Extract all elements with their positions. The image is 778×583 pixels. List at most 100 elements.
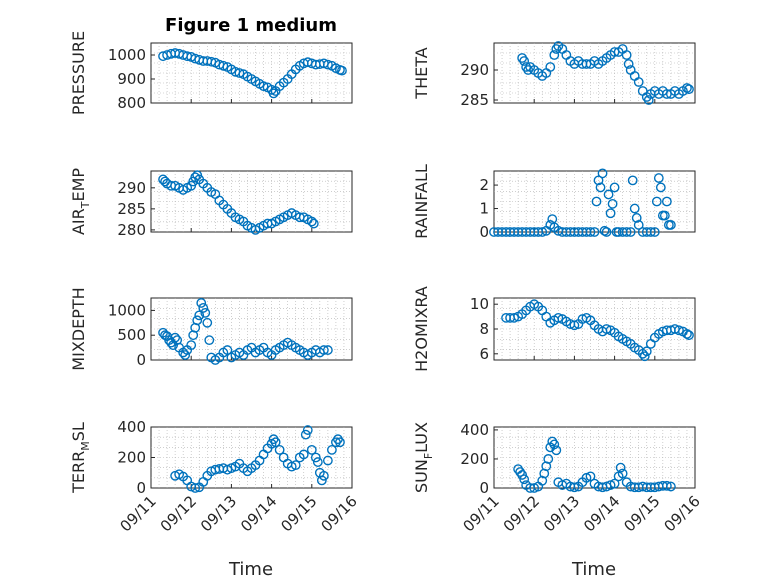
data-point: [234, 68, 245, 78]
data-point: [585, 471, 596, 482]
y-tick-label: 800: [117, 94, 146, 112]
data-point: [649, 227, 660, 237]
data-point: [322, 345, 333, 355]
subplot-3: 280 285 290 AIRTEMP: [69, 168, 353, 239]
data-point: [665, 481, 676, 492]
y-tick-label: 6: [479, 345, 489, 363]
data-point: [316, 475, 327, 486]
data-point: [625, 227, 636, 237]
series-markers: [158, 298, 333, 365]
y-tick-label: 0: [479, 479, 489, 497]
data-point: [684, 330, 694, 341]
data-point: [603, 189, 614, 200]
data-point: [661, 196, 672, 207]
data-point: [665, 220, 676, 230]
y-tick-label: 200: [460, 450, 489, 468]
data-point: [337, 65, 347, 76]
data-point: [595, 182, 606, 193]
y-tick-label: 0: [479, 223, 489, 241]
series-markers: [170, 425, 345, 493]
data-point: [190, 483, 201, 493]
data-point: [633, 77, 644, 87]
data-point: [306, 216, 317, 227]
data-point: [597, 168, 608, 179]
data-point: [170, 332, 181, 343]
data-point: [326, 444, 337, 455]
data-point: [192, 315, 203, 326]
data-point: [312, 457, 323, 467]
data-point: [633, 220, 644, 230]
data-point: [194, 310, 205, 321]
y-tick-label: 400: [117, 418, 146, 436]
data-point: [569, 320, 580, 331]
data-point: [551, 445, 562, 456]
data-point: [202, 317, 213, 328]
data-point: [541, 461, 552, 472]
y-tick-label: 1: [479, 200, 489, 218]
x-tick-label: 09/14: [580, 492, 623, 535]
data-point: [186, 340, 197, 351]
x-tick-label: 09/11: [117, 492, 160, 535]
series-markers: [501, 299, 694, 362]
data-point: [601, 324, 612, 334]
data-point: [198, 303, 209, 313]
y-axis-label: MIXDEPTH: [69, 287, 88, 370]
series-markers: [517, 41, 694, 105]
data-point: [270, 437, 281, 448]
y-axis-label: SUNFLUX: [412, 422, 435, 493]
data-point: [290, 460, 301, 471]
data-point: [627, 175, 638, 186]
data-point: [322, 59, 333, 70]
data-point: [651, 196, 662, 207]
data-point: [585, 227, 596, 237]
data-point: [599, 225, 610, 236]
x-tick-label: 09/12: [500, 492, 543, 535]
y-tick-label: 2: [479, 176, 489, 194]
y-tick-label: 0: [136, 351, 146, 369]
y-tick-label: 280: [117, 221, 146, 239]
y-tick-label: 1000: [108, 301, 146, 319]
y-tick-label: 285: [117, 200, 146, 218]
x-tick-label: 09/14: [237, 492, 280, 535]
data-point: [318, 345, 329, 355]
data-point: [537, 475, 548, 486]
data-point: [310, 452, 321, 463]
subplot-4: 0 1 2 RAINFALL: [412, 164, 696, 241]
x-tick-label: 09/16: [318, 492, 361, 535]
y-tick-label: 400: [460, 421, 489, 439]
data-point: [549, 439, 560, 450]
data-point: [545, 62, 556, 72]
data-point: [180, 350, 191, 360]
data-point: [335, 437, 345, 448]
data-point: [509, 312, 519, 323]
data-point: [615, 462, 626, 473]
data-point: [274, 444, 285, 455]
x-tick-label: 09/13: [540, 492, 583, 535]
data-point: [322, 455, 333, 466]
data-point: [674, 325, 684, 336]
y-tick-label: 0: [136, 479, 146, 497]
data-point: [601, 227, 612, 237]
y-tick-label: 8: [479, 320, 489, 338]
data-point: [519, 474, 530, 485]
y-axis-label: THETA: [412, 47, 431, 99]
x-tick-label: 09/11: [460, 492, 503, 535]
subplot-5: 0 500 1000 MIXDEPTH: [69, 287, 353, 371]
data-point: [607, 198, 618, 209]
y-tick-label: 900: [117, 70, 146, 88]
data-point: [543, 454, 554, 464]
data-point: [591, 196, 602, 207]
data-point: [519, 56, 530, 66]
data-point: [204, 335, 215, 346]
data-point: [641, 346, 652, 357]
data-point: [661, 480, 672, 491]
series-markers: [158, 170, 319, 235]
data-point: [609, 478, 620, 489]
data-point: [549, 50, 560, 60]
y-tick-label: 500: [117, 326, 146, 344]
y-tick-label: 290: [117, 179, 146, 197]
